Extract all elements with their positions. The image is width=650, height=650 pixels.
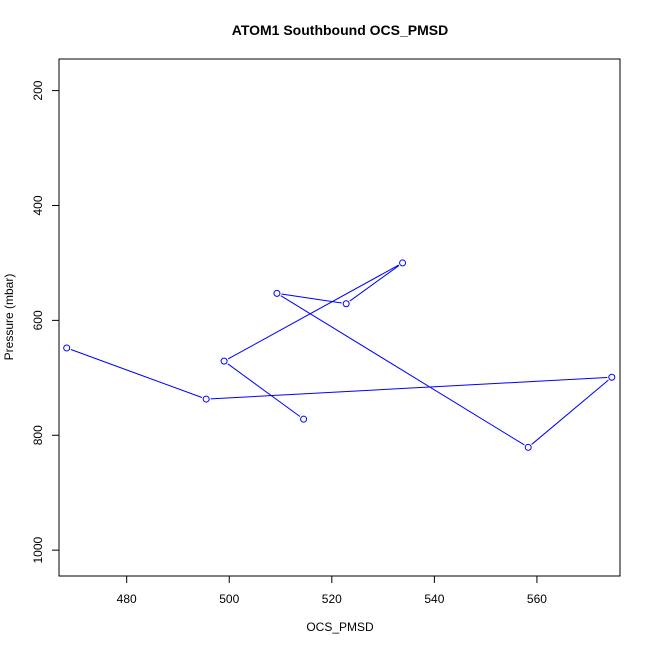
x-tick-label: 540 xyxy=(424,592,444,606)
x-tick-label: 520 xyxy=(322,592,342,606)
series-segment xyxy=(210,376,608,400)
data-point xyxy=(202,395,210,403)
series-segment xyxy=(70,349,203,398)
data-point xyxy=(300,415,308,423)
series-segment xyxy=(227,363,301,417)
x-tick-label: 560 xyxy=(527,592,547,606)
plot-frame xyxy=(58,58,621,577)
series-segment xyxy=(280,295,525,446)
data-point xyxy=(342,300,350,308)
y-axis: 200 400 600 800 1000 xyxy=(31,80,59,564)
x-tick-label: 480 xyxy=(117,592,137,606)
series-points xyxy=(63,259,616,451)
x-tick-label: 500 xyxy=(219,592,239,606)
y-tick-label: 800 xyxy=(31,425,45,445)
y-tick-label: 1000 xyxy=(31,536,45,563)
series-segment xyxy=(281,293,342,304)
data-point xyxy=(63,344,71,352)
data-point xyxy=(273,289,281,297)
x-axis-label: OCS_PMSD xyxy=(306,620,374,634)
y-tick-label: 400 xyxy=(31,195,45,215)
series-segment xyxy=(227,264,399,360)
data-point xyxy=(399,259,407,267)
x-axis: 480 500 520 540 560 xyxy=(117,576,547,606)
series-segment xyxy=(349,265,400,302)
data-point xyxy=(524,443,532,451)
series-segment xyxy=(531,379,609,445)
chart-title: ATOM1 Southbound OCS_PMSD xyxy=(232,22,448,38)
series-lines xyxy=(70,264,609,446)
y-tick-label: 600 xyxy=(31,310,45,330)
data-point xyxy=(608,373,616,381)
y-tick-label: 200 xyxy=(31,80,45,100)
y-axis-label: Pressure (mbar) xyxy=(2,274,16,361)
data-point xyxy=(220,357,228,365)
